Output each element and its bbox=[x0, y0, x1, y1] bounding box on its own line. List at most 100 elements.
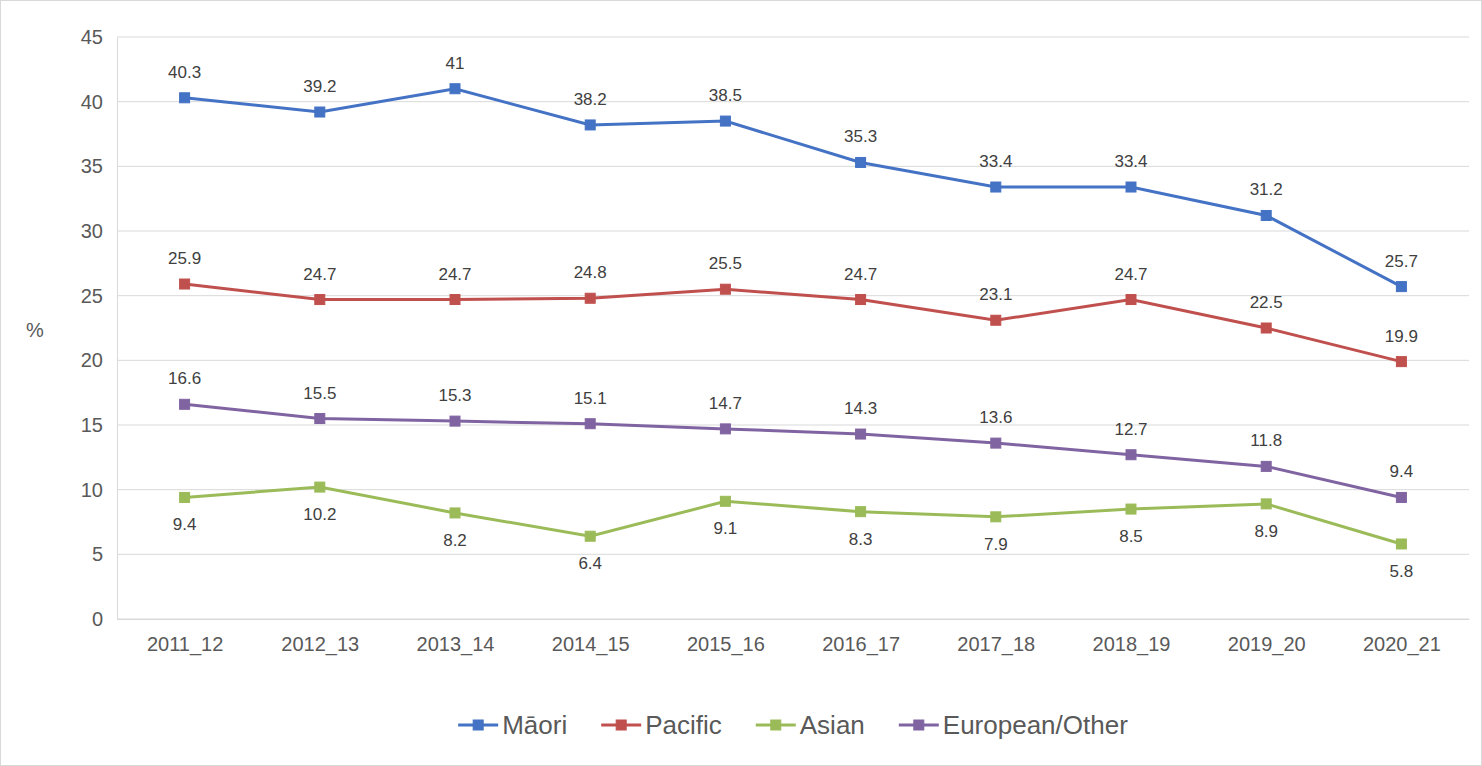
series-line bbox=[185, 284, 1402, 362]
point bbox=[1126, 182, 1136, 192]
point bbox=[450, 416, 460, 426]
data-label: 33.4 bbox=[1114, 152, 1147, 171]
data-label: 19.9 bbox=[1385, 327, 1418, 346]
data-label: 9.4 bbox=[173, 515, 197, 534]
x-tick: 2012_13 bbox=[281, 619, 359, 656]
y-tick: 15 bbox=[81, 414, 117, 436]
point bbox=[1396, 357, 1406, 367]
point bbox=[1261, 499, 1271, 509]
x-tick: 2018_19 bbox=[1093, 619, 1171, 656]
grid-line bbox=[117, 37, 1469, 38]
data-label: 25.7 bbox=[1385, 252, 1418, 271]
data-label: 39.2 bbox=[303, 77, 336, 96]
data-label: 8.2 bbox=[443, 531, 467, 550]
legend: MāoriPacificAsianEuropean/Other bbox=[458, 710, 1128, 740]
data-label: 9.4 bbox=[1390, 462, 1414, 481]
y-tick: 25 bbox=[81, 285, 117, 307]
x-tick: 2013_14 bbox=[417, 619, 495, 656]
data-label: 24.8 bbox=[574, 263, 607, 282]
legend-label: Asian bbox=[800, 710, 865, 740]
point bbox=[450, 508, 460, 518]
point bbox=[1396, 492, 1406, 502]
data-label: 10.2 bbox=[303, 505, 336, 524]
data-label: 8.9 bbox=[1254, 522, 1278, 541]
y-tick-label: 35 bbox=[81, 155, 103, 177]
legend-item: Asian bbox=[756, 710, 865, 740]
point bbox=[585, 120, 595, 130]
x-axis-line bbox=[118, 619, 1470, 620]
data-label: 15.1 bbox=[574, 389, 607, 408]
point bbox=[856, 507, 866, 517]
data-label: 25.9 bbox=[168, 249, 201, 268]
x-tick: 2019_20 bbox=[1228, 619, 1306, 656]
grid-line bbox=[117, 231, 1469, 232]
x-tick-label: 2020_21 bbox=[1363, 633, 1441, 656]
data-label: 6.4 bbox=[578, 554, 602, 573]
grid-line bbox=[117, 619, 1469, 620]
data-label: 12.7 bbox=[1114, 420, 1147, 439]
x-tick-label: 2012_13 bbox=[281, 633, 359, 656]
data-label: 9.1 bbox=[714, 519, 738, 538]
point bbox=[180, 492, 190, 502]
x-tick-label: 2018_19 bbox=[1093, 633, 1171, 656]
x-axis: 2011_12 2012_13 2013_14 2014_15 2015_16 2016_… bbox=[118, 619, 1470, 656]
x-tick-label: 2014_15 bbox=[552, 633, 630, 656]
data-label: 35.3 bbox=[844, 127, 877, 146]
data-label: 31.2 bbox=[1250, 180, 1283, 199]
x-tick-label: 2016_17 bbox=[822, 633, 900, 656]
x-tick: 2014_15 bbox=[552, 619, 630, 656]
data-label: 24.7 bbox=[303, 265, 336, 284]
grid bbox=[117, 37, 1469, 619]
point bbox=[450, 295, 460, 305]
point bbox=[991, 182, 1001, 192]
data-label: 7.9 bbox=[984, 535, 1008, 554]
data-label: 25.5 bbox=[709, 254, 742, 273]
point bbox=[315, 482, 325, 492]
point bbox=[720, 424, 730, 434]
data-label: 38.5 bbox=[709, 86, 742, 105]
point bbox=[720, 496, 730, 506]
chart-frame bbox=[1, 1, 1482, 766]
x-tick: 2011_12 bbox=[147, 619, 223, 656]
x-tick-label: 2015_16 bbox=[687, 633, 765, 656]
x-tick: 2015_16 bbox=[687, 619, 765, 656]
x-tick: 2017_18 bbox=[957, 619, 1035, 656]
grid-line bbox=[117, 166, 1469, 167]
y-axis-title: % bbox=[26, 319, 44, 341]
data-label: 13.6 bbox=[979, 408, 1012, 427]
x-tick-label: 2013_14 bbox=[417, 633, 495, 656]
point bbox=[180, 279, 190, 289]
y-tick: 5 bbox=[92, 543, 117, 565]
y-tick: 0 bbox=[92, 608, 117, 630]
legend-marker bbox=[473, 720, 483, 730]
point bbox=[1396, 282, 1406, 292]
data-label: 24.7 bbox=[1114, 265, 1147, 284]
y-axis: 051015202530354045 bbox=[81, 26, 118, 630]
data-label: 14.7 bbox=[709, 394, 742, 413]
point bbox=[585, 419, 595, 429]
y-tick: 40 bbox=[81, 91, 117, 113]
grid-line bbox=[117, 101, 1469, 102]
point bbox=[180, 399, 190, 409]
data-label: 40.3 bbox=[168, 63, 201, 82]
point bbox=[315, 414, 325, 424]
point bbox=[1126, 450, 1136, 460]
legend-item: Māori bbox=[458, 710, 567, 740]
legend-label: Māori bbox=[502, 710, 567, 740]
point bbox=[1261, 323, 1271, 333]
legend-label: European/Other bbox=[943, 710, 1128, 740]
point bbox=[1126, 504, 1136, 514]
point bbox=[991, 315, 1001, 325]
y-tick-label: 10 bbox=[81, 479, 103, 501]
point bbox=[991, 438, 1001, 448]
series-line bbox=[185, 487, 1402, 544]
legend-item: European/Other bbox=[899, 710, 1128, 740]
point bbox=[991, 512, 1001, 522]
point bbox=[315, 295, 325, 305]
y-tick-label: 20 bbox=[81, 349, 103, 371]
data-label: 8.5 bbox=[1119, 527, 1143, 546]
data-label: 8.3 bbox=[849, 530, 873, 549]
data-label: 15.3 bbox=[438, 386, 471, 405]
point bbox=[856, 295, 866, 305]
x-tick: 2016_17 bbox=[822, 619, 900, 656]
